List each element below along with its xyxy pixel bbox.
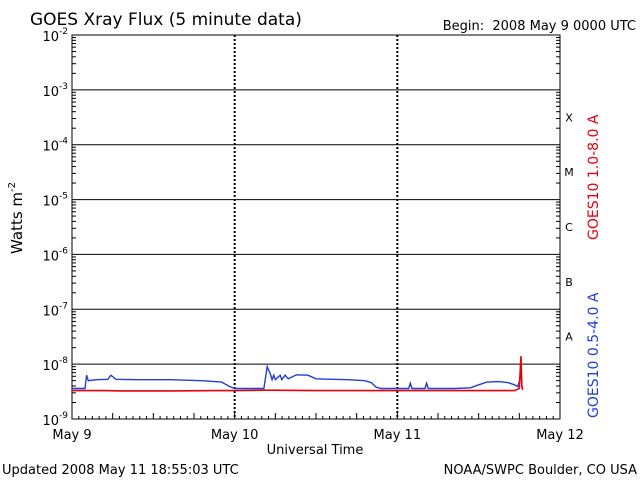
y-tick-exponent: -9 [59,411,68,421]
flare-class-label: M [564,166,574,179]
y-tick-base: 10 [42,195,59,210]
y-axis-label: Watts m-2 [7,182,26,254]
y-tick-label: 10-3 [42,82,68,100]
flare-class-labels: X M C B A [564,111,574,343]
legend-goes10-short: GOES10 0.5-4.0 A [586,292,602,418]
flare-class-label: A [565,331,573,344]
y-tick-base: 10 [42,85,59,100]
y-tick-exponent: -7 [59,301,68,311]
x-tick-label: May 11 [374,428,422,443]
x-axis-label: Universal Time [267,443,364,458]
y-tick-base: 10 [42,414,59,429]
y-tick-base: 10 [42,304,59,319]
data-source: NOAA/SWPC Boulder, CO USA [444,463,637,478]
begin-date: Begin: 2008 May 9 0000 UTC [443,19,636,34]
y-tick-label: 10-6 [42,246,68,264]
y-tick-label: 10-2 [42,27,68,45]
y-tick-exponent: -6 [59,246,68,256]
y-tick-base: 10 [42,359,59,374]
flare-class-label: C [565,221,573,234]
y-axis-ticks: 10-210-310-410-510-610-710-810-9 [42,27,560,429]
flare-class-label: B [565,276,573,289]
x-axis-ticks: May 9 May 10 May 11 May 12 [52,411,584,443]
y-tick-base: 10 [42,249,59,264]
y-tick-base: 10 [42,140,59,155]
x-tick-label: May 10 [211,428,259,443]
y-tick-exponent: -4 [59,137,68,147]
series-line-goes10-short [72,364,524,390]
flare-class-label: X [565,111,573,124]
y-axis-label-exponent: -2 [7,182,18,192]
y-tick-exponent: -2 [59,27,68,37]
y-tick-exponent: -8 [59,356,68,366]
updated-timestamp: Updated 2008 May 11 18:55:03 UTC [2,463,239,478]
y-tick-label: 10-9 [42,411,68,429]
y-tick-label: 10-4 [42,137,68,155]
data-series [72,356,524,392]
y-axis-label-text: Watts m [8,192,26,254]
y-tick-label: 10-5 [42,192,68,210]
x-tick-label: May 12 [536,428,584,443]
y-tick-label: 10-8 [42,356,68,374]
y-tick-label: 10-7 [42,301,68,319]
y-tick-exponent: -3 [59,82,68,92]
y-tick-exponent: -5 [59,192,68,202]
legend-goes10-long: GOES10 1.0-8.0 A [586,114,602,240]
x-tick-label: May 9 [52,428,91,443]
chart-title: GOES Xray Flux (5 minute data) [30,10,302,30]
series-line-goes10-long [72,356,524,392]
plot-grid [72,35,560,419]
y-tick-base: 10 [42,30,59,45]
